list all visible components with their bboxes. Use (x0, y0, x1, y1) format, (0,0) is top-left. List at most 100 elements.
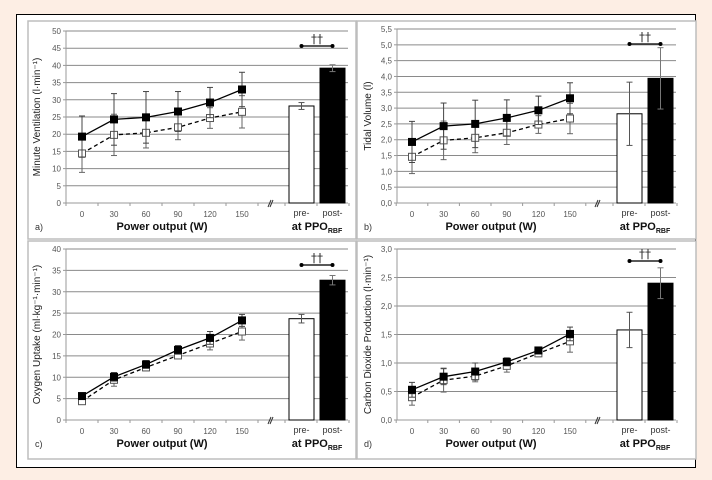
x-tick-label: 60 (471, 427, 480, 436)
data-point-post (502, 357, 511, 366)
x-axis-label: Power output (W) (445, 438, 536, 450)
significance-dot (330, 44, 335, 48)
panel-a: 0 5 10 15 20 25 30 35 40 45 50 0 30 60 90 120 150 pre-pos… (27, 20, 357, 240)
x-tick-label: 30 (439, 427, 448, 436)
series-line-pre (411, 340, 571, 398)
x-axis-label: Power output (W) (445, 221, 536, 233)
y-tick-label: 20 (52, 130, 61, 139)
significance-dot (627, 259, 632, 263)
y-tick-label: 25 (52, 113, 61, 122)
y-tick-label: 15 (52, 352, 61, 361)
y-tick-label: 4,0 (381, 72, 393, 81)
y-axis-label: Oxygen Uptake (ml·kg⁻¹·min⁻¹) (32, 265, 43, 404)
y-tick-label: 0,0 (381, 416, 393, 425)
bar-group-label-subscript: RBF (656, 445, 671, 452)
bar-group-label-subscript: RBF (656, 228, 671, 235)
x-tick-label: 30 (439, 210, 448, 219)
y-tick-label: 20 (52, 331, 61, 340)
panel-letter: c) (35, 439, 43, 449)
y-tick-label: 2,0 (381, 302, 393, 311)
series-line-pre (81, 111, 243, 155)
y-tick-label: 35 (52, 266, 61, 275)
axis-break-icon (594, 416, 599, 425)
bar-group-label-subscript: RBF (328, 445, 343, 452)
data-point-post (174, 107, 182, 116)
x-tick-label: 150 (563, 210, 577, 219)
y-tick-label: 10 (52, 165, 61, 174)
y-tick-label: 2,0 (381, 136, 393, 145)
x-tick-label: 90 (502, 427, 511, 436)
bar-label: pre- (293, 425, 309, 435)
significance-marker: †† (311, 251, 323, 265)
bar-group-label: at PPORBF (620, 221, 671, 235)
data-point-pre (238, 107, 246, 116)
panel-border (356, 240, 697, 460)
significance-marker: †† (311, 32, 323, 46)
x-tick-label: 150 (563, 427, 577, 436)
data-point-post (471, 367, 480, 376)
bar-group-label-main: at PPO (620, 221, 657, 233)
x-tick-label: 120 (532, 427, 546, 436)
y-tick-label: 1,5 (381, 331, 393, 340)
data-point-post (408, 137, 416, 146)
data-point-post (78, 132, 86, 141)
y-tick-label: 1,5 (381, 152, 393, 161)
x-tick-label: 0 (410, 427, 415, 436)
data-point-post (238, 85, 246, 94)
significance-dot (627, 42, 632, 46)
x-tick-label: 30 (110, 210, 119, 219)
bar-post (647, 282, 674, 421)
series-line-post (411, 333, 571, 391)
axis-break-icon (594, 199, 599, 208)
data-point-post (142, 360, 150, 369)
data-point-post (238, 316, 246, 325)
series-line-post (411, 97, 571, 143)
y-tick-label: 5 (57, 395, 62, 404)
x-tick-label: 0 (80, 210, 85, 219)
y-tick-label: 3,0 (381, 245, 393, 254)
bar-group-label-main: at PPO (292, 221, 329, 233)
significance-dot (658, 259, 663, 263)
significance-dot (330, 263, 335, 267)
x-axis-label: Power output (W) (116, 438, 207, 450)
bar-post (319, 279, 346, 421)
y-tick-label: 1,0 (381, 167, 393, 176)
y-tick-label: 0,5 (381, 183, 393, 192)
bar-pre (288, 105, 315, 204)
bar-label: post- (322, 208, 342, 218)
x-tick-label: 150 (235, 210, 249, 219)
y-axis-label: Carbon Dioxide Production (l·min⁻¹) (363, 255, 374, 414)
data-point-post (110, 372, 118, 381)
bar-post (319, 67, 346, 204)
x-tick-label: 120 (532, 210, 546, 219)
x-tick-label: 90 (502, 210, 511, 219)
y-tick-label: 5,0 (381, 41, 393, 50)
axis-break-icon (596, 199, 601, 208)
y-tick-label: 30 (52, 96, 61, 105)
y-tick-label: 50 (52, 27, 61, 36)
bar-group-label: at PPORBF (292, 221, 343, 235)
y-axis-label: Minute Ventilation (l·min⁻¹) (32, 58, 43, 177)
panel-letter: d) (364, 439, 372, 449)
x-axis-label: Power output (W) (116, 221, 207, 233)
data-point-post (206, 333, 214, 342)
data-point-post (206, 98, 214, 107)
x-tick-label: 120 (203, 210, 217, 219)
data-point-post (78, 392, 86, 401)
panel-b: 0,0 0,5 1,0 1,5 2,0 2,5 3,0 3,5 4,0 4,5 5,0 5,5 0 30 6… (356, 20, 697, 240)
y-tick-label: 0 (57, 199, 62, 208)
x-tick-label: 0 (410, 210, 415, 219)
bar-group-label: at PPORBF (292, 438, 343, 452)
data-point-pre (238, 327, 246, 336)
axis-break-icon (269, 199, 274, 208)
panel-letter: b) (364, 222, 372, 232)
significance-marker: †† (639, 30, 651, 44)
y-tick-label: 45 (52, 44, 61, 53)
y-tick-label: 0,0 (381, 199, 393, 208)
series-line-pre (411, 117, 571, 158)
y-tick-label: 0 (57, 416, 62, 425)
y-tick-label: 10 (52, 373, 61, 382)
data-point-post (534, 106, 543, 115)
bar-group-label-main: at PPO (620, 438, 657, 450)
